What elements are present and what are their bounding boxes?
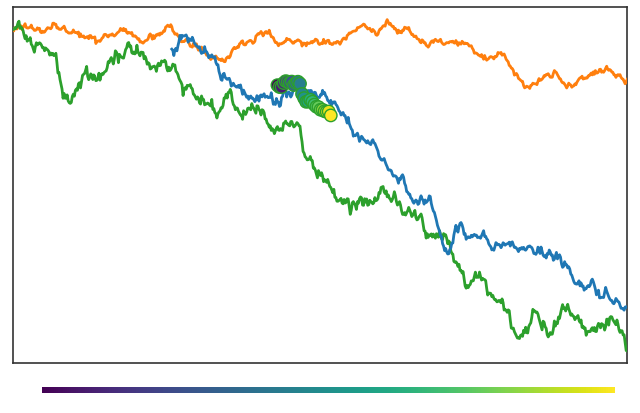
Point — [287, 79, 297, 86]
Point — [316, 107, 326, 114]
Point — [283, 79, 293, 86]
Point — [311, 104, 321, 111]
Point — [319, 109, 330, 115]
Point — [275, 85, 285, 91]
Point — [317, 107, 328, 114]
Point — [299, 95, 309, 102]
Point — [291, 81, 301, 87]
Point — [324, 109, 334, 116]
Point — [297, 91, 307, 98]
Point — [295, 81, 305, 88]
Point — [272, 83, 282, 89]
Point — [293, 79, 303, 86]
Point — [305, 97, 316, 104]
Point — [326, 113, 336, 119]
Point — [285, 80, 295, 87]
Point — [276, 85, 287, 91]
Point — [303, 99, 314, 106]
Point — [289, 83, 299, 89]
Point — [307, 99, 317, 106]
Point — [321, 109, 332, 116]
Point — [278, 81, 289, 87]
Point — [301, 99, 311, 106]
Point — [314, 104, 324, 111]
Point — [280, 78, 291, 85]
Point — [309, 102, 319, 109]
